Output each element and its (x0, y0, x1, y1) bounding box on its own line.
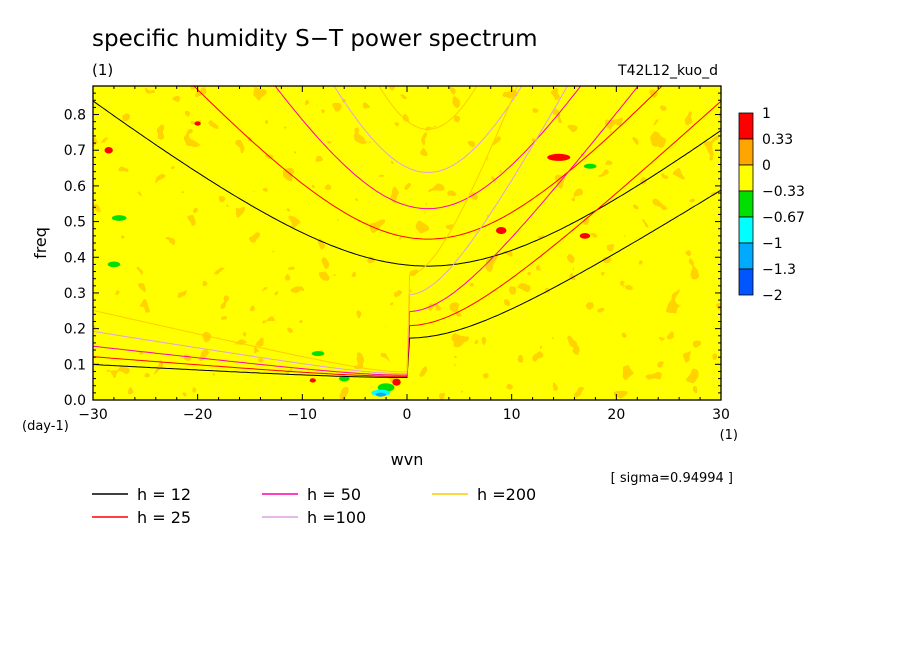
x-tick-label: 30 (712, 407, 730, 423)
colorbar-level-label: −2 (762, 288, 783, 304)
x-tick-label: 10 (503, 407, 521, 423)
y-tick-label: 0.1 (64, 357, 86, 373)
legend-label-h12: h = 12 (137, 485, 191, 504)
curve-kelvin-h25 (93, 100, 721, 377)
field-noise (93, 86, 721, 400)
spot-red-3 (495, 226, 507, 235)
spot-red-1 (194, 121, 201, 126)
curve-kelvin-h12 (93, 189, 721, 378)
y-units: (day-1) (22, 419, 69, 434)
colorbar-level-label: 0 (762, 158, 771, 174)
spot-red-5 (392, 378, 401, 386)
run-label: T42L12_kuo_d (617, 63, 718, 79)
curve-gravity-h50 (274, 86, 582, 210)
colorbar-band (738, 216, 754, 244)
legend-label-h50: h = 50 (307, 485, 361, 504)
colorbar: 1 0.33 0 −0.33 −0.67 −1 −1.3 −2 (738, 106, 805, 304)
legend: h = 12 h = 25 h = 50 h =100 h =200 (92, 485, 536, 527)
legend-label-h25: h = 25 (137, 508, 191, 527)
spot-green-9 (583, 163, 597, 169)
y-tick-label: 0.8 (64, 108, 86, 124)
curve-gravity-h100 (333, 86, 523, 173)
y-tick-label: 0.3 (64, 286, 86, 302)
curve-kelvin-h50 (93, 86, 639, 376)
spot-red-4 (579, 233, 591, 239)
spot-green-7 (111, 215, 127, 221)
x-axis-label: wvn (391, 450, 424, 469)
spot-red-2 (547, 153, 571, 161)
field-spots (104, 121, 597, 397)
plot-area (93, 86, 721, 400)
colorbar-band (738, 268, 754, 296)
y-tick-label: 0.7 (64, 143, 86, 159)
curve-kelvin-h100 (93, 86, 569, 375)
colorbar-level-label: −0.33 (762, 184, 805, 200)
spot-red-0 (104, 147, 113, 154)
colorbar-level-label: 1 (762, 106, 771, 122)
colorbar-band (738, 190, 754, 218)
curve-gravity-h12 (93, 100, 721, 267)
y-tick-label: 0.0 (64, 393, 86, 409)
y-tick-label: 0.5 (64, 215, 86, 231)
legend-label-h200: h =200 (477, 485, 536, 504)
spot-green-10 (311, 351, 325, 357)
sigma-label: [ sigma=0.94994 ] (611, 471, 733, 486)
x-tick-label: 0 (403, 407, 412, 423)
x-tick-label: −30 (78, 407, 108, 423)
legend-label-h100: h =100 (307, 508, 366, 527)
spot-green-12 (377, 383, 395, 392)
x-tick-label: −10 (288, 407, 318, 423)
colorbar-band (738, 138, 754, 166)
x-tick-label: 20 (607, 407, 625, 423)
y-axis: 0.0 0.1 0.2 0.3 0.4 0.5 0.6 0.7 0.8 (64, 92, 721, 409)
x-tick-label: −20 (183, 407, 213, 423)
colorbar-level-label: 0.33 (762, 132, 793, 148)
colorbar-level-label: −0.67 (762, 210, 805, 226)
colorbar-band (738, 164, 754, 192)
x-axis: −30 −20 −10 0 10 20 30 (78, 86, 730, 423)
curve-gravity-h200 (378, 86, 478, 130)
spot-green-8 (107, 261, 121, 268)
curve-kelvin-h200 (93, 86, 519, 373)
colorbar-level-label: −1 (762, 236, 783, 252)
chart-title: specific humidity S−T power spectrum (92, 26, 538, 52)
spot-blue-14 (375, 392, 387, 397)
colorbar-band (738, 242, 754, 270)
x-units: (1) (720, 428, 738, 443)
y-axis-label: freq (31, 227, 50, 259)
y-tick-label: 0.6 (64, 179, 86, 195)
y-tick-label: 0.4 (64, 250, 86, 266)
spot-red-6 (309, 378, 316, 383)
spot-green-11 (338, 375, 350, 382)
dispersion-curves (93, 86, 721, 378)
chart-subtitle: (1) (92, 61, 113, 79)
colorbar-band (738, 112, 754, 140)
colorbar-level-label: −1.3 (762, 262, 796, 278)
y-tick-label: 0.2 (64, 322, 86, 338)
